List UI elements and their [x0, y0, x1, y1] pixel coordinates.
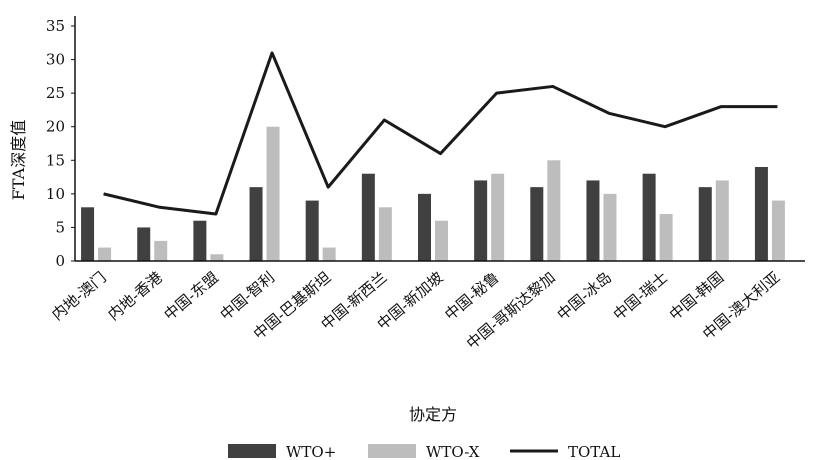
bar-wto-plus — [418, 193, 431, 261]
y-tick-label: 15 — [46, 151, 65, 169]
bars — [81, 126, 785, 261]
bar-wto-x — [435, 220, 448, 261]
legend-swatch — [368, 444, 416, 458]
category-label: 中国-东盟 — [161, 268, 222, 324]
bar-wto-x — [603, 193, 617, 261]
bar-wto-plus — [474, 180, 488, 261]
y-tick-label: 0 — [55, 252, 65, 270]
bar-wto-plus — [586, 180, 600, 261]
bar-wto-x — [98, 247, 112, 261]
bar-wto-x — [659, 214, 673, 261]
x-axis-label: 协定方 — [409, 405, 457, 424]
category-label: 中国-冰岛 — [554, 268, 615, 324]
bar-wto-x — [378, 207, 392, 261]
category-label: 内地-香港 — [104, 268, 165, 324]
bar-wto-x — [210, 254, 224, 261]
legend-label: TOTAL — [568, 443, 620, 460]
y-tick-label: 20 — [46, 118, 65, 136]
category-label: 中国-瑞士 — [610, 268, 671, 324]
total-line-group — [103, 51, 778, 216]
category-labels: 内地-澳门内地-香港中国-东盟中国-智利中国-巴基斯坦中国-新西兰中国-新加坡中… — [48, 268, 783, 353]
bar-wto-plus — [642, 173, 656, 261]
y-tick-label: 10 — [46, 185, 65, 203]
bar-wto-x — [322, 247, 336, 261]
bar-wto-x — [491, 173, 505, 261]
bar-wto-x — [547, 160, 561, 261]
bar-wto-plus — [754, 167, 768, 261]
legend: WTO+ WTO-X TOTAL — [228, 443, 620, 460]
y-tick-label: 30 — [46, 51, 65, 69]
bar-wto-plus — [305, 200, 319, 261]
legend-label: WTO-X — [426, 443, 480, 460]
category-label: 内地-澳门 — [48, 268, 109, 324]
bar-wto-x — [154, 240, 168, 261]
bar-wto-plus — [193, 220, 207, 261]
bar-wto-x — [771, 200, 785, 261]
bar-wto-plus — [698, 187, 712, 261]
bar-wto-x — [715, 180, 729, 261]
bar-wto-plus — [530, 187, 544, 261]
bar-wto-plus — [81, 207, 95, 261]
y-tick-label: 35 — [46, 17, 65, 35]
y-tick-label: 5 — [55, 218, 65, 236]
y-tick-label: 25 — [46, 84, 65, 102]
bar-wto-plus — [361, 173, 375, 261]
bar-wto-x — [266, 126, 280, 261]
bar-wto-plus — [137, 227, 151, 261]
total-line — [103, 51, 778, 216]
y-tick-labels: 0 5 10 15 20 25 30 35 — [46, 17, 75, 270]
y-axis-label: FTA深度值 — [9, 120, 28, 200]
legend-label: WTO+ — [286, 443, 336, 460]
legend-swatch — [228, 444, 276, 458]
bar-wto-plus — [249, 187, 263, 261]
